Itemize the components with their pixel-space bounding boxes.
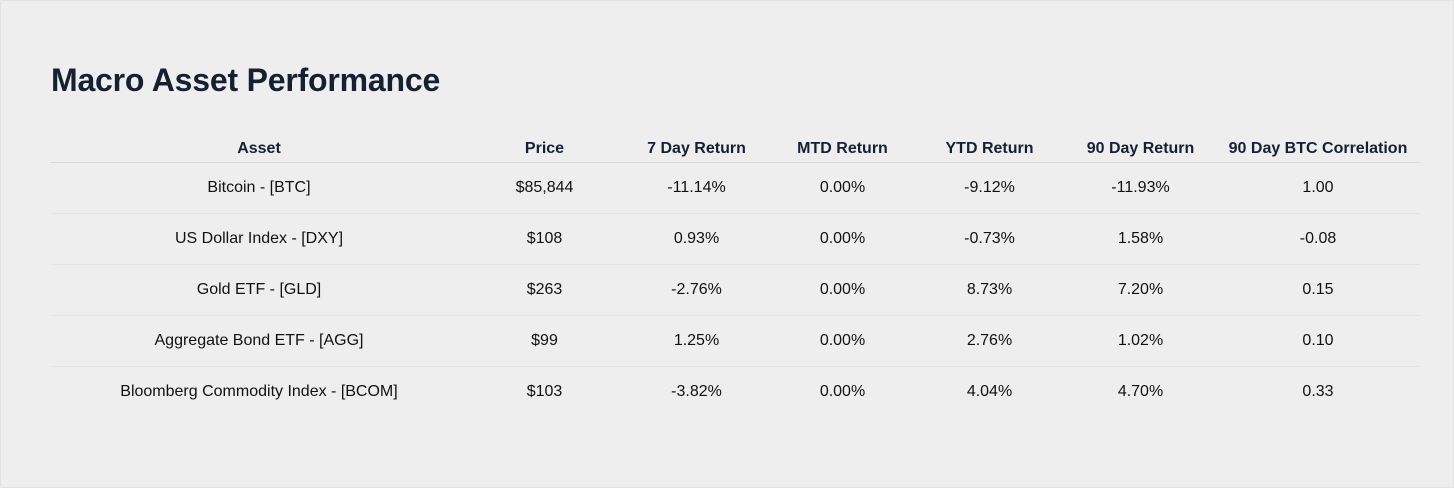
cell-90-day-return: -11.93% <box>1065 162 1216 214</box>
column-header-mtd-return[interactable]: MTD Return <box>771 135 914 163</box>
cell-mtd-return: 0.00% <box>771 315 914 367</box>
cell-90-day-btc-correlation: 0.15 <box>1216 264 1420 316</box>
column-header-90-day-btc-correlation[interactable]: 90 Day BTC Correlation <box>1216 135 1420 163</box>
cell-price: $103 <box>526 383 563 400</box>
cell-7-day-return: -11.14% <box>622 162 771 214</box>
column-header-7-day-return[interactable]: 7 Day Return <box>622 135 771 163</box>
cell-7-day-return: 0.93% <box>622 213 771 265</box>
cell-ytd-return: 2.76% <box>914 315 1065 367</box>
cell-ytd-return: 4.04% <box>966 383 1013 400</box>
cell-90-day-return: 4.70% <box>1117 383 1164 400</box>
cell-90-day-btc-correlation: -0.08 <box>1216 213 1420 265</box>
cell-ytd-return: -9.12% <box>914 162 1065 214</box>
cell-mtd-return: 0.00% <box>771 213 914 265</box>
table-row: Gold ETF - [GLD] $263 -2.76% 0.00% 8.73%… <box>51 264 1420 316</box>
cell-asset: US Dollar Index - [DXY] <box>51 213 467 265</box>
page-title: Macro Asset Performance <box>51 62 441 98</box>
column-header-ytd-return[interactable]: YTD Return <box>914 135 1065 163</box>
column-header-price[interactable]: Price <box>467 135 622 163</box>
cell-90-day-return: 7.20% <box>1065 264 1216 316</box>
table-row: Bloomberg Commodity Index - [BCOM] $103 … <box>51 367 1420 418</box>
cell-90-day-return: 1.58% <box>1065 213 1216 265</box>
cell-mtd-return: 0.00% <box>819 383 866 400</box>
cell-price: $99 <box>467 315 622 367</box>
cell-90-day-btc-correlation: 0.10 <box>1216 315 1420 367</box>
cell-7-day-return: -3.82% <box>671 383 722 400</box>
cell-mtd-return: 0.00% <box>771 162 914 214</box>
cell-7-day-return: -2.76% <box>622 264 771 316</box>
performance-table: Asset Price 7 Day Return MTD Return YTD … <box>51 135 1420 417</box>
cell-asset: Gold ETF - [GLD] <box>51 264 467 316</box>
column-header-asset[interactable]: Asset <box>51 135 467 163</box>
cell-price: $263 <box>467 264 622 316</box>
cell-90-day-return: 1.02% <box>1065 315 1216 367</box>
cell-price: $85,844 <box>467 162 622 214</box>
cell-7-day-return: 1.25% <box>622 315 771 367</box>
cell-asset: Aggregate Bond ETF - [AGG] <box>51 315 467 367</box>
cell-ytd-return: 8.73% <box>914 264 1065 316</box>
cell-price: $108 <box>467 213 622 265</box>
cell-90-day-btc-correlation: 0.33 <box>1302 383 1334 400</box>
table-row: US Dollar Index - [DXY] $108 0.93% 0.00%… <box>51 213 1420 265</box>
cell-mtd-return: 0.00% <box>771 264 914 316</box>
table-row: Bitcoin - [BTC] $85,844 -11.14% 0.00% -9… <box>51 162 1420 214</box>
column-header-90-day-return[interactable]: 90 Day Return <box>1065 135 1216 163</box>
cell-90-day-btc-correlation: 1.00 <box>1216 162 1420 214</box>
cell-asset: Bloomberg Commodity Index - [BCOM] <box>120 383 398 400</box>
cell-asset: Bitcoin - [BTC] <box>51 162 467 214</box>
table-header-row: Asset Price 7 Day Return MTD Return YTD … <box>51 135 1420 163</box>
cell-ytd-return: -0.73% <box>914 213 1065 265</box>
table-row: Aggregate Bond ETF - [AGG] $99 1.25% 0.0… <box>51 315 1420 367</box>
